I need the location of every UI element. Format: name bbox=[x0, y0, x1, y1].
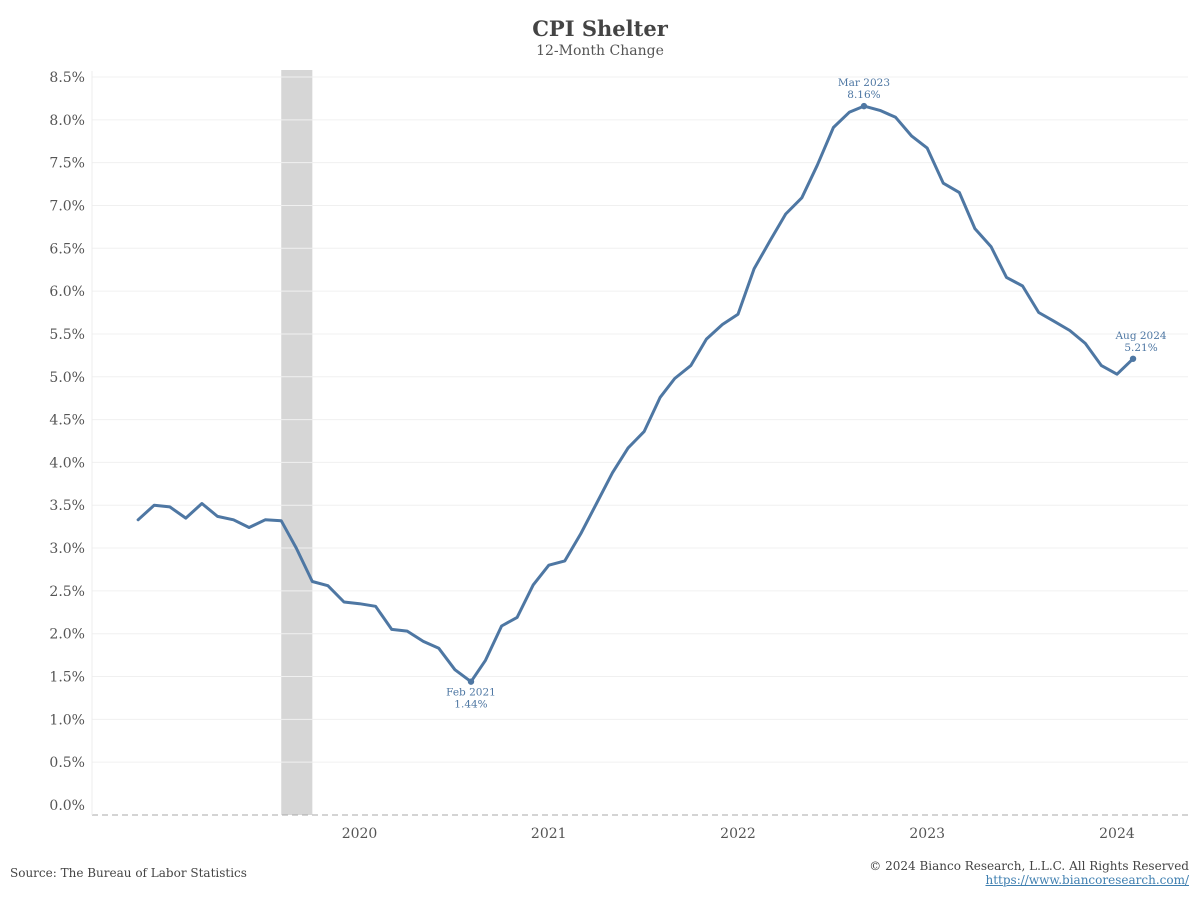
annotation-value: 5.21% bbox=[1124, 342, 1157, 354]
x-tick-label: 2022 bbox=[720, 826, 756, 842]
website-link[interactable]: https://www.biancoresearch.com/ bbox=[985, 873, 1189, 887]
y-tick-label: 3.0% bbox=[49, 541, 85, 557]
copyright-note: © 2024 Bianco Research, L.L.C. All Right… bbox=[869, 859, 1189, 873]
y-tick-label: 0.0% bbox=[49, 798, 85, 814]
y-tick-label: 7.0% bbox=[49, 198, 85, 214]
y-tick-label: 3.5% bbox=[49, 498, 85, 514]
y-axis: 0.0% 0.5% 1.0% 1.5% 2.0% 2.5% 3.0% 3.5% 4.0% 4.5%… bbox=[49, 70, 85, 814]
annotation-point bbox=[860, 102, 868, 110]
series-line bbox=[136, 104, 1135, 684]
annotation-label: Aug 2024 bbox=[1114, 330, 1166, 342]
y-tick-label: 6.0% bbox=[49, 284, 85, 300]
y-tick-label: 1.0% bbox=[49, 712, 85, 728]
y-tick-label: 8.5% bbox=[49, 70, 85, 86]
recession-band bbox=[281, 70, 313, 815]
y-tick-label: 5.5% bbox=[49, 327, 85, 343]
source-note: Source: The Bureau of Labor Statistics bbox=[10, 866, 247, 880]
annotation-label: Feb 2021 bbox=[446, 687, 496, 699]
x-axis: 2020 2021 2022 2023 2024 bbox=[342, 826, 1135, 842]
y-tick-label: 8.0% bbox=[49, 113, 85, 129]
x-tick-label: 2021 bbox=[531, 826, 567, 842]
series-layer bbox=[136, 104, 1135, 684]
y-tick-label: 2.5% bbox=[49, 584, 85, 600]
chart-title: CPI Shelter bbox=[532, 16, 668, 41]
y-tick-label: 4.5% bbox=[49, 413, 85, 429]
annotation-label: Mar 2023 bbox=[838, 77, 890, 89]
y-tick-label: 6.5% bbox=[49, 241, 85, 257]
grid-layer bbox=[91, 71, 1188, 816]
recession-band-layer bbox=[281, 70, 313, 815]
y-tick-label: 0.5% bbox=[49, 755, 85, 771]
x-tick-label: 2023 bbox=[909, 826, 945, 842]
y-tick-label: 5.0% bbox=[49, 370, 85, 386]
annotation-point bbox=[1129, 355, 1137, 362]
x-tick-label: 2024 bbox=[1099, 826, 1135, 842]
annotation-point bbox=[467, 678, 475, 685]
y-tick-label: 2.0% bbox=[49, 627, 85, 643]
y-tick-label: 7.5% bbox=[49, 156, 85, 172]
y-tick-label: 4.0% bbox=[49, 455, 85, 471]
x-tick-label: 2020 bbox=[342, 826, 378, 842]
annotation-value: 1.44% bbox=[454, 699, 487, 711]
y-tick-label: 1.5% bbox=[49, 670, 85, 686]
chart-subtitle: 12-Month Change bbox=[536, 43, 664, 59]
annotation-value: 8.16% bbox=[847, 89, 880, 101]
